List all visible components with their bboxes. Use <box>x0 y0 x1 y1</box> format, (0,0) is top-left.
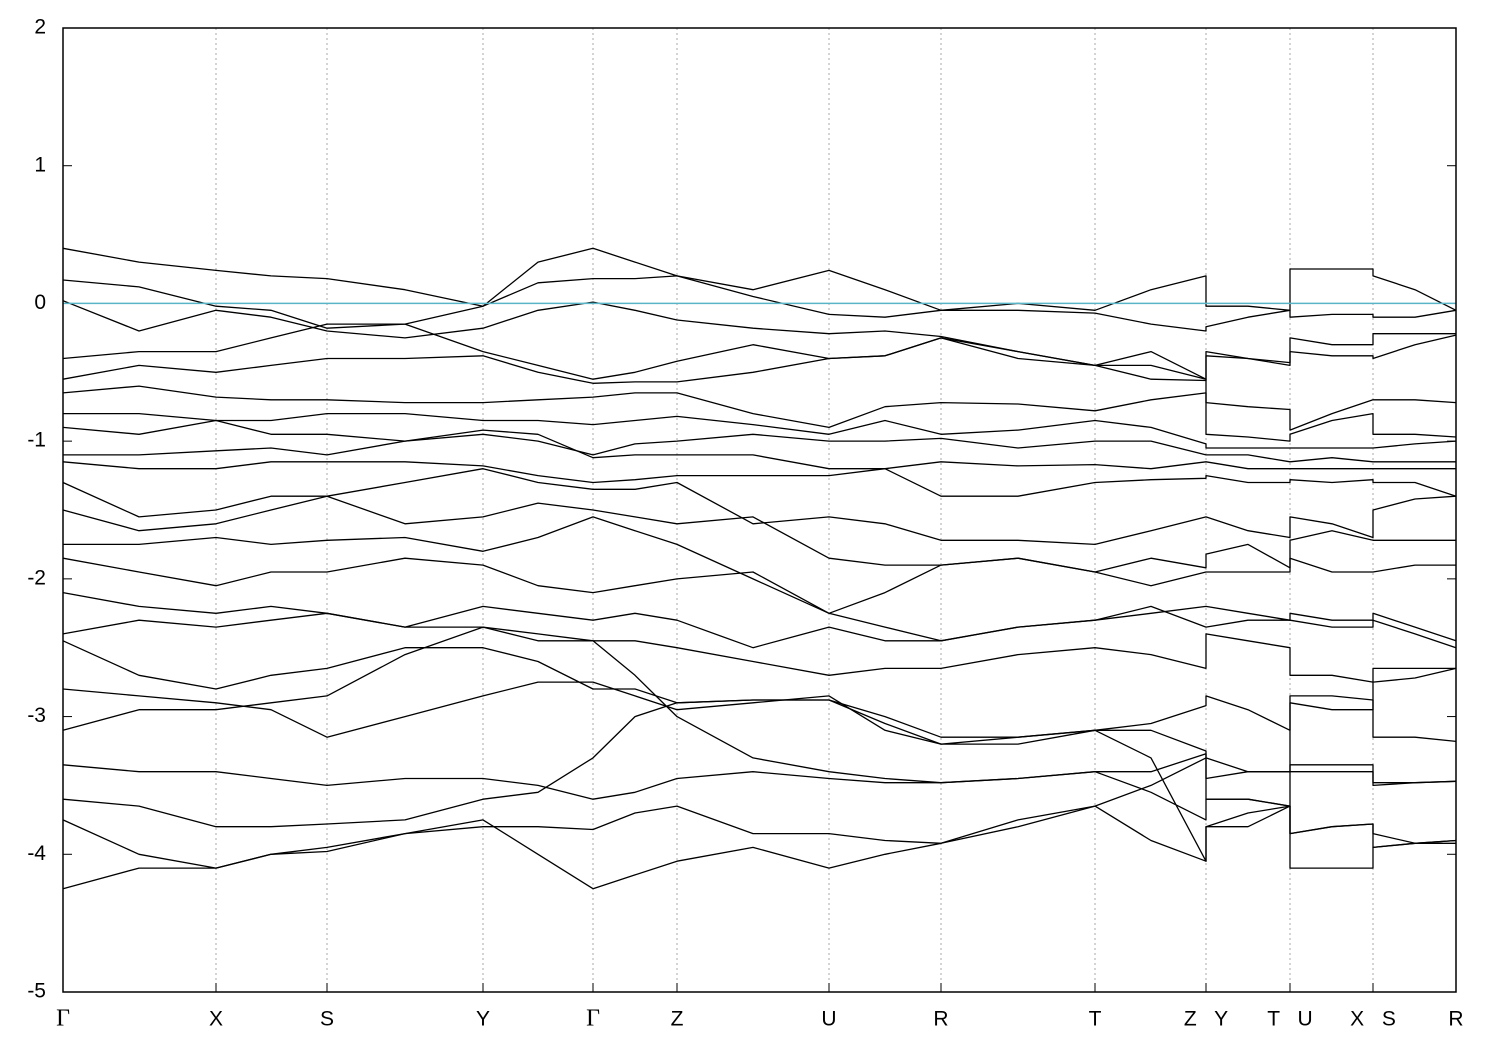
x-tick-label: Y <box>476 1008 490 1031</box>
y-tick-label: -3 <box>27 704 46 727</box>
x-tick-label: U <box>821 1008 836 1031</box>
band-line <box>62 757 1457 890</box>
y-tick-label: 2 <box>34 16 46 39</box>
x-tick-label: X <box>209 1008 223 1031</box>
x-tick-label: Z <box>671 1008 684 1031</box>
band-line <box>62 337 1457 431</box>
band-line <box>62 626 1457 787</box>
band-line <box>62 468 1457 546</box>
y-tick-label: 1 <box>34 153 46 176</box>
band-line <box>62 461 1457 497</box>
y-tick-label: -4 <box>27 842 46 865</box>
band-line <box>62 681 1457 773</box>
y-tick-label: -2 <box>27 566 46 589</box>
band-line <box>62 612 1456 683</box>
band-line <box>63 429 1456 470</box>
y-tick-label: -1 <box>27 429 46 452</box>
band-line <box>62 764 1457 821</box>
band-line <box>62 640 1457 738</box>
plot-frame <box>62 27 1457 993</box>
x-tick-label: R <box>933 1008 948 1031</box>
y-tick-label: 0 <box>34 291 46 314</box>
y-tick-label: -5 <box>27 980 46 1003</box>
x-tick-label: T <box>1089 1008 1102 1031</box>
band-line <box>62 385 1457 442</box>
band-line <box>63 516 1456 614</box>
x-tick-label: T U <box>1267 1008 1312 1031</box>
x-tick-label: S <box>320 1008 334 1031</box>
band-line <box>62 419 1456 463</box>
band-line <box>62 247 1457 311</box>
x-tick-label: Γ <box>586 1006 600 1032</box>
x-tick-label: Γ <box>56 1006 70 1032</box>
band-line <box>62 275 1457 332</box>
x-tick-label: X S <box>1350 1008 1396 1031</box>
band-line <box>63 412 1457 449</box>
band-line <box>62 495 1456 573</box>
band-line <box>62 300 1456 380</box>
x-tick-label: Z Y <box>1184 1008 1228 1031</box>
band-line <box>62 805 1457 890</box>
band-line <box>62 557 1457 642</box>
x-tick-label: R <box>1448 1008 1463 1031</box>
